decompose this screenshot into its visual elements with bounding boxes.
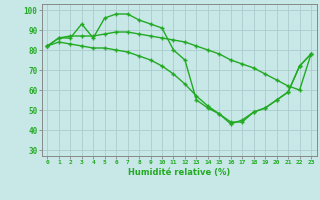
X-axis label: Humidité relative (%): Humidité relative (%): [128, 168, 230, 177]
